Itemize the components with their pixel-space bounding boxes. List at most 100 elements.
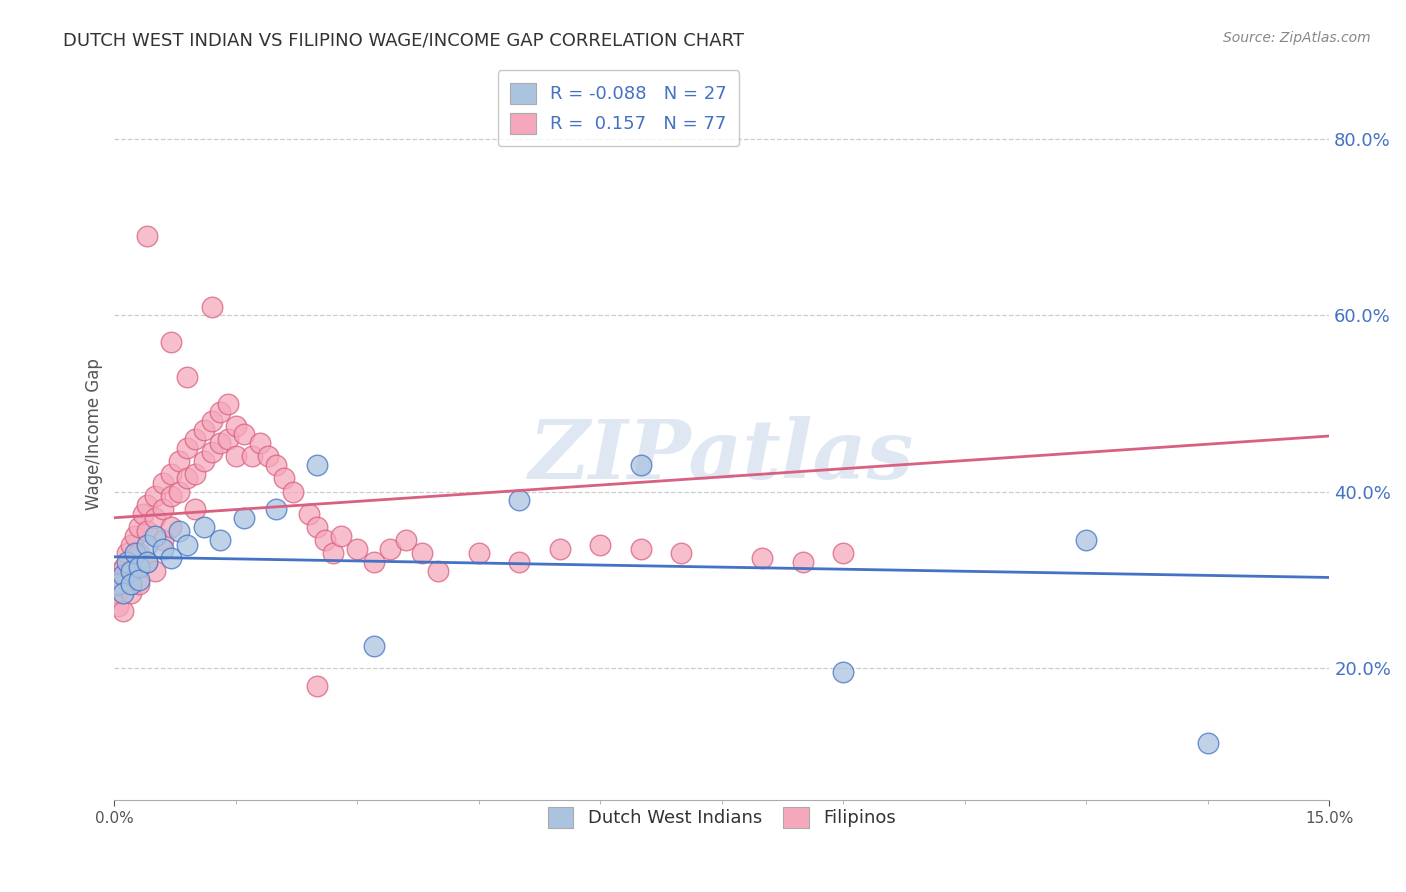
Point (322, 546, 344, 560)
Point (115, 568, 138, 582)
Point (143, 489, 166, 503)
Point (107, 599, 129, 614)
Point (143, 511, 166, 525)
Point (105, 586, 128, 600)
Point (120, 564, 142, 578)
Point (107, 577, 129, 591)
Point (363, 555, 385, 569)
Point (160, 520, 183, 534)
Point (193, 454, 215, 468)
Point (314, 533, 336, 548)
Point (193, 520, 215, 534)
Point (305, 458, 328, 473)
Point (298, 507, 321, 521)
Point (128, 559, 150, 574)
Point (160, 467, 183, 481)
Point (128, 520, 150, 534)
Point (792, 555, 814, 569)
Point (160, 334, 183, 349)
Point (128, 573, 150, 587)
Point (160, 550, 183, 565)
Point (200, 445, 222, 459)
Point (305, 679, 328, 693)
Point (208, 405, 231, 419)
Point (346, 541, 368, 556)
Point (128, 577, 150, 591)
Point (208, 533, 231, 548)
Point (1197, 736, 1219, 750)
Point (225, 418, 247, 433)
Point (630, 458, 652, 473)
Point (233, 511, 256, 525)
Point (176, 370, 198, 384)
Point (120, 564, 142, 578)
Text: Source: ZipAtlas.com: Source: ZipAtlas.com (1223, 31, 1371, 45)
Point (266, 458, 288, 473)
Point (112, 559, 135, 574)
Point (135, 555, 157, 569)
Point (152, 533, 174, 548)
Point (176, 537, 198, 551)
Point (200, 414, 222, 428)
Point (110, 564, 132, 578)
Point (143, 529, 166, 543)
Point (120, 577, 142, 591)
Point (120, 537, 142, 551)
Point (832, 546, 855, 560)
Point (1076, 533, 1098, 548)
Point (111, 568, 134, 582)
Point (176, 471, 198, 485)
Text: DUTCH WEST INDIAN VS FILIPINO WAGE/INCOME GAP CORRELATION CHART: DUTCH WEST INDIAN VS FILIPINO WAGE/INCOM… (63, 31, 744, 49)
Point (111, 604, 134, 618)
Point (266, 502, 288, 516)
Legend: Dutch West Indians, Filipinos: Dutch West Indians, Filipinos (540, 800, 903, 835)
Point (176, 441, 198, 455)
Point (135, 229, 157, 244)
Point (167, 524, 190, 539)
Point (363, 639, 385, 653)
Point (143, 564, 166, 578)
Point (111, 586, 134, 600)
Point (135, 498, 157, 512)
Point (184, 467, 207, 481)
Point (240, 450, 263, 464)
Point (152, 502, 174, 516)
Point (184, 502, 207, 516)
Point (630, 541, 652, 556)
Point (508, 555, 530, 569)
Point (233, 427, 256, 442)
Point (167, 484, 190, 499)
Point (115, 546, 138, 560)
Point (305, 520, 328, 534)
Point (160, 489, 183, 503)
Point (208, 436, 231, 450)
Point (508, 493, 530, 508)
Point (427, 564, 450, 578)
Point (193, 423, 215, 437)
Point (167, 454, 190, 468)
Point (548, 541, 571, 556)
Y-axis label: Wage/Income Gap: Wage/Income Gap (86, 359, 103, 510)
Point (120, 586, 142, 600)
Text: ZIPatlas: ZIPatlas (529, 417, 914, 496)
Point (468, 546, 491, 560)
Point (249, 436, 271, 450)
Point (751, 550, 773, 565)
Point (395, 533, 418, 548)
Point (111, 577, 134, 591)
Point (152, 541, 174, 556)
Point (135, 555, 157, 569)
Point (132, 507, 155, 521)
Point (330, 529, 353, 543)
Point (378, 541, 401, 556)
Point (128, 546, 150, 560)
Point (225, 450, 247, 464)
Point (589, 537, 612, 551)
Point (115, 555, 138, 569)
Point (217, 396, 239, 410)
Point (135, 524, 157, 539)
Point (184, 432, 207, 446)
Point (832, 665, 855, 680)
Point (217, 432, 239, 446)
Point (281, 484, 304, 499)
